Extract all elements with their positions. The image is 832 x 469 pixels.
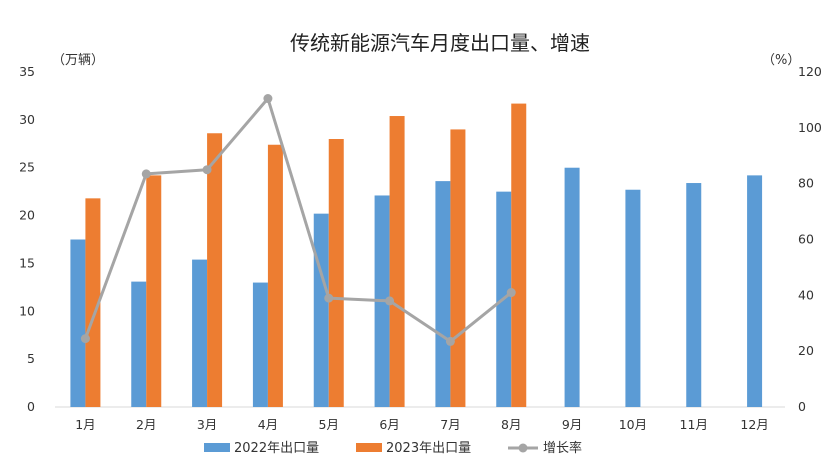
bar-2022 <box>747 175 763 407</box>
bar-2023 <box>389 116 405 408</box>
bar-2022 <box>313 213 329 407</box>
growth-line <box>80 94 516 346</box>
legend-label-2023: 2023年出口量 <box>386 441 471 456</box>
growth-rate-point <box>445 336 455 346</box>
category-label: 11月 <box>680 417 708 432</box>
category-label: 7月 <box>440 417 460 432</box>
bar-2023 <box>328 139 344 407</box>
growth-rate-point <box>506 288 516 298</box>
right-tick-label: 60 <box>798 232 814 247</box>
chart-title: 传统新能源汽车月度出口量、增速 <box>290 31 590 55</box>
category-label: 4月 <box>258 417 278 432</box>
legend-marker-growth <box>518 443 528 453</box>
left-tick-label: 20 <box>19 208 35 223</box>
category-label: 6月 <box>379 417 399 432</box>
legend: 2022年出口量 2023年出口量 增长率 <box>204 440 582 456</box>
category-label: 8月 <box>501 417 521 432</box>
left-tick-label: 10 <box>19 303 35 318</box>
bar-2022 <box>70 239 86 407</box>
left-tick-label: 5 <box>27 351 35 366</box>
left-tick-label: 30 <box>19 112 35 127</box>
category-label: 1月 <box>75 417 95 432</box>
right-tick-label: 20 <box>798 343 814 358</box>
right-axis-unit: （%） <box>762 53 800 68</box>
category-label: 9月 <box>562 417 582 432</box>
bar-2023 <box>450 129 466 407</box>
bars <box>70 103 763 408</box>
category-label: 12月 <box>740 417 768 432</box>
left-tick-label: 0 <box>27 399 35 414</box>
legend-label-2022: 2022年出口量 <box>234 441 319 456</box>
category-label: 3月 <box>197 417 217 432</box>
right-tick-label: 100 <box>798 120 822 135</box>
bar-2022 <box>131 281 147 407</box>
bar-2022 <box>192 259 208 407</box>
left-tick-label: 25 <box>19 160 35 175</box>
bar-2023 <box>267 144 283 407</box>
bar-2022 <box>625 189 641 407</box>
growth-rate-point <box>263 94 273 104</box>
right-tick-label: 0 <box>798 399 806 414</box>
left-tick-label: 15 <box>19 255 35 270</box>
growth-rate-point <box>202 165 212 175</box>
growth-rate-point <box>324 293 334 303</box>
bar-2022 <box>252 282 268 407</box>
right-tick-label: 80 <box>798 176 814 191</box>
bar-2022 <box>564 167 580 407</box>
growth-rate-point <box>141 169 151 179</box>
bar-2022 <box>435 181 451 407</box>
left-tick-label: 35 <box>19 64 35 79</box>
left-axis-unit: （万辆） <box>52 53 104 68</box>
bar-2023 <box>146 175 162 407</box>
bar-2022 <box>686 183 702 407</box>
right-tick-label: 40 <box>798 287 814 302</box>
right-tick-label: 120 <box>798 64 822 79</box>
category-label: 5月 <box>319 417 339 432</box>
growth-rate-point <box>385 296 395 306</box>
axes: 0 5 10 15 20 25 30 35 0 20 40 60 80 100 120 1月 2月 3月 4月 5月 6… <box>19 64 822 432</box>
category-label: 10月 <box>619 417 647 432</box>
growth-rate-point <box>80 334 90 344</box>
legend-swatch-2023 <box>356 443 382 452</box>
bar-2023 <box>85 198 101 407</box>
category-label: 2月 <box>136 417 156 432</box>
bar-2023 <box>207 133 223 407</box>
legend-label-growth: 增长率 <box>543 440 582 456</box>
bar-2023 <box>511 103 527 407</box>
legend-swatch-2022 <box>204 443 230 452</box>
growth-rate-line <box>84 97 513 343</box>
